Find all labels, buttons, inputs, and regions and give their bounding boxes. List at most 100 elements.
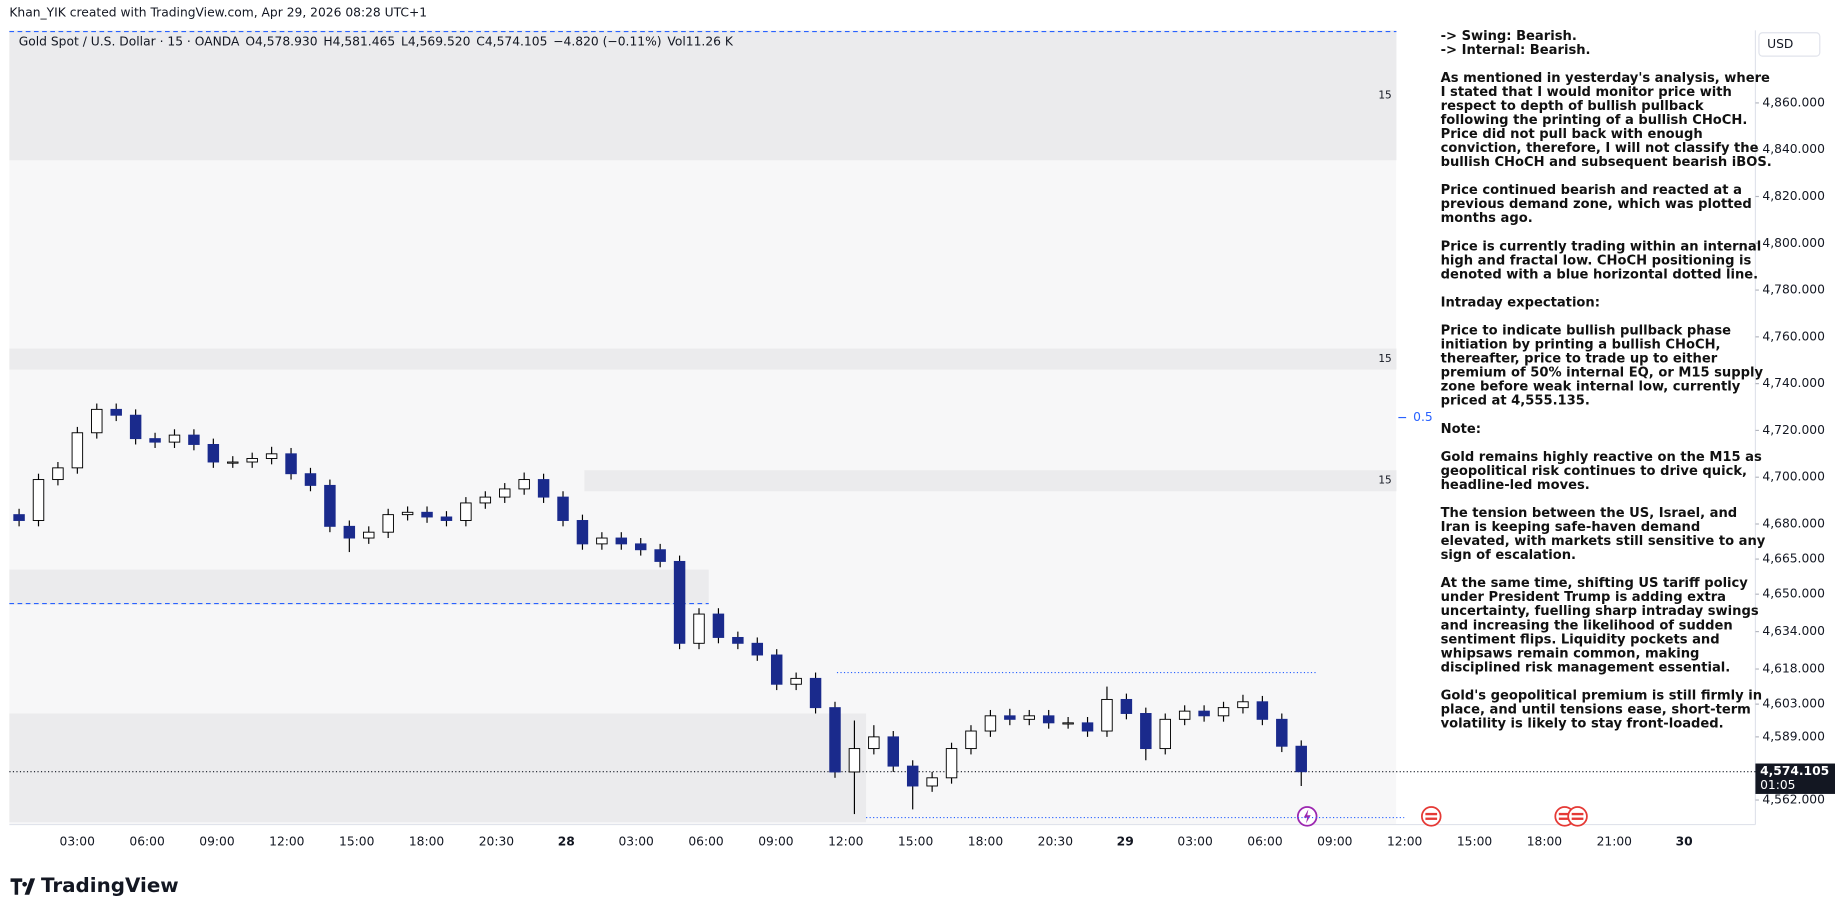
x-tick-label: 12:00 [828,835,863,849]
candle-body [751,642,764,656]
candle-body [401,511,414,516]
price-label-box [1755,763,1835,794]
note-paragraph: Price is currently trading within an int… [1441,239,1762,282]
countdown: 01:05 [1760,778,1795,792]
candle-body [382,514,394,533]
candle-body [693,613,705,644]
note-line: elevated, with markets still sensitive t… [1440,533,1766,549]
legend-item: Vol11.26 K [667,35,733,50]
note-paragraph: At the same time, shifting US tariff pol… [1440,575,1759,675]
candle-body [615,537,628,545]
candle-body [770,654,783,685]
event-icons [1296,806,1588,827]
candle-body [324,484,336,527]
flag-stripe [1425,812,1438,816]
x-tick-label: 18:00 [409,835,444,849]
note-line: -> Swing: Bearish. [1440,28,1577,44]
note-line: volatility is likely to stay front-loade… [1440,715,1724,732]
candle-body [479,496,492,504]
candle-body [52,467,64,481]
y-tick-label: 4,800.000 [1762,236,1824,250]
x-tick-label: 09:00 [1317,835,1352,849]
y-tick-label: 4,760.000 [1762,329,1824,343]
candle-body [13,514,25,521]
note-line: following the printing of a bullish CHoC… [1440,112,1748,128]
note-line: At the same time, shifting US tariff pol… [1440,575,1748,591]
note-line: Gold's geopolitical premium is still fir… [1440,687,1763,703]
candle-body [149,438,161,443]
candle-body [440,516,453,521]
y-tick-label: 4,720.000 [1762,423,1824,437]
candle-body [809,677,822,709]
zone-label: 15 [1378,353,1391,365]
currency-box[interactable] [1758,32,1821,57]
x-tick-label: 15:00 [339,835,374,849]
flag-stripe [1425,817,1438,820]
candle-body [285,453,297,475]
candle-body [906,765,919,787]
credit: Khan_YIK created with TradingView.com, A… [9,5,428,20]
event-flag[interactable] [1567,806,1588,827]
candle-body [1004,715,1016,720]
x-tick-label: 29 [1117,835,1134,849]
zone [9,569,709,605]
note-line: under President Trump is adding extra [1440,589,1726,605]
zone [9,348,1397,370]
event-flag[interactable] [1421,806,1442,827]
note-line: Price to indicate bullish pullback phase [1440,322,1732,339]
candle-body [421,511,433,518]
symbol-legend: Gold Spot / U.S. Dollar · 15 · OANDA O4,5… [19,35,739,49]
candle-body [848,748,861,773]
candle-body [654,549,666,562]
x-tick-label: 03:00 [60,835,95,849]
x-tick-label: 06:00 [688,835,723,849]
candle-body [168,434,181,443]
y-tick-label: 4,780.000 [1762,283,1824,297]
note-paragraph: Gold remains highly reactive on the M15 … [1440,450,1762,493]
candle-body [460,502,472,521]
candle-body [32,479,45,521]
candle-body [265,453,278,459]
x-tick-label: 21:00 [1597,835,1632,849]
candle-body [596,537,608,545]
analysis-notes: -> Swing: Bearish. -> Internal: Bearish. A… [1440,28,1772,745]
x-tick-label: 20:30 [1038,835,1073,849]
note-line: disciplined risk management essential. [1440,659,1731,675]
x-tick-label: 03:00 [618,835,653,849]
note-line: bullish CHoCH and subsequent bearish iBO… [1440,154,1772,170]
candle-body [1042,715,1055,724]
legend-item: H4,581.465 [323,35,396,50]
x-tick-label: 12:00 [1387,835,1422,849]
zone [9,30,1397,161]
zone-label: 15 [1378,89,1391,101]
candle-body [343,525,356,539]
brand-logo: TradingView [10,874,179,897]
candle-body [499,488,511,498]
x-tick-label: 30 [1676,835,1693,849]
y-tick-label: 4,603.000 [1762,697,1824,711]
note-line: priced at 4,555.135. [1440,392,1590,409]
symbol: Gold Spot / U.S. Dollar · 15 · OANDA [18,35,240,50]
candle-body [188,434,200,445]
legend-item: C4,574.105 [476,35,548,50]
x-tick-label: 20:30 [479,835,514,849]
note-line: thereafter, price to trade up to either [1440,350,1718,367]
note-line: headline-led moves. [1440,477,1590,493]
candle-body [537,479,550,498]
candle-body [246,458,258,463]
candle-body [227,461,239,464]
zone-label: 15 [1378,475,1391,487]
note-line: conviction, therefore, I will not classi… [1440,140,1759,156]
note-line: The tension between the US, Israel, and [1440,505,1738,521]
x-tick-label: 18:00 [968,835,1003,849]
brand: TradingView [41,874,179,897]
flag-stripe [1571,817,1584,820]
note-line: months ago. [1440,210,1533,226]
note-line: place, and until tensions ease, short-te… [1440,701,1751,717]
y-tick-label: 4,860.000 [1762,95,1824,109]
candle-body [1256,701,1269,720]
x-tick-label: 18:00 [1527,835,1562,849]
candle-body [71,432,84,469]
